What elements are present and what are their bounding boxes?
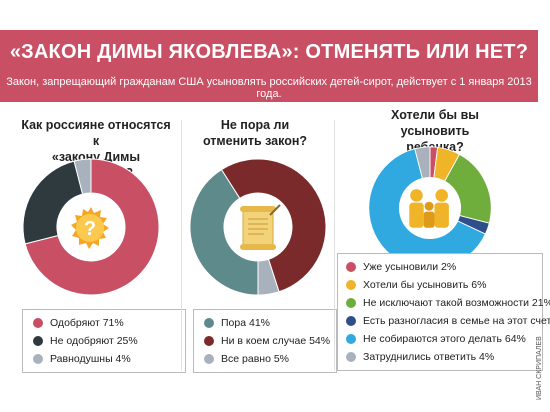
chart3-question-line1: Хотели бы вы усыновить xyxy=(391,108,479,138)
scroll-law-icon xyxy=(240,204,281,250)
legend-label: Не исключают такой возможности 21% xyxy=(363,297,550,309)
legend-item: Все равно 5% xyxy=(204,350,336,368)
legend-label: Уже усыновили 2% xyxy=(363,261,457,273)
legend-dot-icon xyxy=(204,354,214,364)
svg-text:?: ? xyxy=(84,218,96,240)
legend-dot-icon xyxy=(33,354,43,364)
chart2-question-line1: Не пора ли xyxy=(220,118,290,132)
legend-dot-icon xyxy=(346,316,356,326)
donut-slice xyxy=(220,158,327,293)
family-figures-icon xyxy=(409,189,449,228)
page-subtitle: Закон, запрещающий гражданам США усыновл… xyxy=(6,76,532,100)
legend-dot-icon xyxy=(346,298,356,308)
chart3-legend: Уже усыновили 2% Хотели бы усыновить 6% Не… xyxy=(337,253,550,371)
legend-item: Не исключают такой возможности 21% xyxy=(346,294,550,312)
legend-item: Есть разногласия в семье на этот счет 3% xyxy=(346,312,550,330)
legend-item: Не собираются этого делать 64% xyxy=(346,330,542,348)
legend-dot-icon xyxy=(346,334,356,344)
title-banner: «ЗАКОН ДИМЫ ЯКОВЛЕВА»: ОТМЕНЯТЬ ИЛИ НЕТ?… xyxy=(0,30,538,102)
question-mark-icon: ? xyxy=(71,207,109,249)
legend-label: Есть разногласия в семье на этот счет 3% xyxy=(363,315,550,327)
legend-dot-icon xyxy=(33,318,43,328)
legend-item: Не одобряют 25% xyxy=(33,332,185,350)
legend-item: Пора 41% xyxy=(204,314,336,332)
chart2-question-line2: отменить закон? xyxy=(202,134,308,148)
legend-dot-icon xyxy=(346,262,356,272)
legend-label: Не собираются этого делать 64% xyxy=(363,333,526,345)
donut-slice xyxy=(22,160,84,245)
legend-dot-icon xyxy=(346,352,356,362)
photo-credit: ИВАН СКРИПАЛЕВ xyxy=(536,300,546,400)
legend-dot-icon xyxy=(346,280,356,290)
chart3-donut xyxy=(368,146,492,270)
legend-item: Уже усыновили 2% xyxy=(346,258,542,276)
legend-label: Пора 41% xyxy=(221,317,270,329)
chart2-legend: Пора 41% Ни в коем случае 54% Все равно 5% xyxy=(193,309,337,373)
legend-label: Равнодушны 4% xyxy=(50,353,131,365)
chart2-donut xyxy=(189,158,327,296)
legend-label: Хотели бы усыновить 6% xyxy=(363,279,487,291)
chart2-question: Не пора ли отменить закон? xyxy=(190,117,320,149)
legend-item: Одобряют 71% xyxy=(33,314,185,332)
legend-dot-icon xyxy=(204,318,214,328)
donut-slice xyxy=(24,158,160,296)
chart1-legend: Одобряют 71% Не одобряют 25% Равнодушны 4% xyxy=(22,309,186,373)
legend-item: Затруднились ответить 4% xyxy=(346,348,542,366)
legend-label: Ни в коем случае 54% xyxy=(221,335,331,347)
legend-label: Все равно 5% xyxy=(221,353,289,365)
legend-label: Затруднились ответить 4% xyxy=(363,351,495,363)
donut-slice xyxy=(414,146,431,179)
legend-label: Одобряют 71% xyxy=(50,317,124,329)
chart1-donut: ? xyxy=(22,158,160,296)
legend-dot-icon xyxy=(33,336,43,346)
legend-dot-icon xyxy=(204,336,214,346)
divider xyxy=(181,120,182,370)
legend-item: Ни в коем случае 54% xyxy=(204,332,336,350)
page-title: «ЗАКОН ДИМЫ ЯКОВЛЕВА»: ОТМЕНЯТЬ ИЛИ НЕТ? xyxy=(9,41,529,63)
chart1-question-line1: Как россияне относятся к xyxy=(21,118,171,148)
donut-slice xyxy=(189,168,259,296)
legend-label: Не одобряют 25% xyxy=(50,335,138,347)
legend-item: Хотели бы усыновить 6% xyxy=(346,276,542,294)
legend-item: Равнодушны 4% xyxy=(33,350,185,368)
donut-slice xyxy=(73,158,92,195)
donut-slice xyxy=(257,258,280,296)
divider xyxy=(334,120,335,370)
credit-text: ИВАН СКРИПАЛЕВ xyxy=(536,336,543,400)
